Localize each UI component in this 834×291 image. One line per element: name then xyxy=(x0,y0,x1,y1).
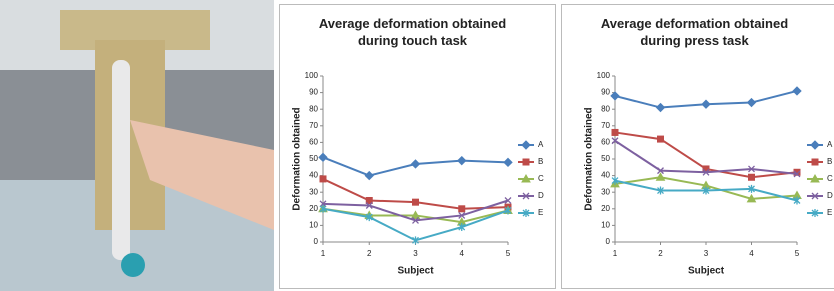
legend-marker xyxy=(523,159,529,165)
marker xyxy=(702,100,710,108)
marker xyxy=(365,172,373,180)
x-tick-label: 4 xyxy=(749,249,754,258)
legend-label: E xyxy=(827,208,832,217)
x-axis-label: Subject xyxy=(397,266,434,277)
marker xyxy=(749,174,755,180)
marker xyxy=(658,136,664,142)
chart-panel: Average deformation obtained during touc… xyxy=(279,4,556,289)
marker xyxy=(458,157,466,165)
y-tick-label: 10 xyxy=(309,221,318,230)
marker xyxy=(459,206,465,212)
legend-label: C xyxy=(827,174,833,183)
y-axis-label: Deformation obtained xyxy=(584,107,595,210)
plot: 0 10 20 30 40 50 60 70 80 90 100 1 2 3 4 5 Subject Deform… xyxy=(280,5,556,288)
photo xyxy=(0,0,274,291)
x-tick-label: 5 xyxy=(795,249,800,258)
y-tick-label: 100 xyxy=(305,71,319,80)
photo-ball xyxy=(121,253,145,277)
y-tick-label: 60 xyxy=(309,138,318,147)
y-tick-label: 20 xyxy=(601,204,610,213)
y-tick-label: 0 xyxy=(606,237,611,246)
legend-marker xyxy=(811,141,819,149)
legend-marker xyxy=(522,141,530,149)
chart-panel: Average deformation obtained during pres… xyxy=(561,4,834,289)
marker xyxy=(793,87,801,95)
y-tick-label: 50 xyxy=(601,154,610,163)
marker xyxy=(412,160,420,168)
x-tick-label: 4 xyxy=(460,249,465,258)
y-tick-label: 70 xyxy=(601,121,610,130)
legend-label: A xyxy=(538,140,544,149)
y-tick-label: 60 xyxy=(601,138,610,147)
legend-label: B xyxy=(538,157,543,166)
y-tick-label: 80 xyxy=(309,104,318,113)
y-tick-label: 70 xyxy=(309,121,318,130)
x-tick-label: 3 xyxy=(704,249,709,258)
y-tick-label: 30 xyxy=(601,187,610,196)
y-tick-label: 20 xyxy=(309,204,318,213)
legend-label: B xyxy=(827,157,832,166)
y-tick-label: 0 xyxy=(314,237,319,246)
y-tick-label: 90 xyxy=(601,88,610,97)
y-axis-label: Deformation obtained xyxy=(292,107,303,210)
y-tick-label: 100 xyxy=(597,71,611,80)
marker xyxy=(748,99,756,107)
legend-label: C xyxy=(538,174,544,183)
legend-label: E xyxy=(538,208,543,217)
legend-marker xyxy=(812,159,818,165)
legend-label: D xyxy=(538,191,544,200)
legend-label: D xyxy=(827,191,833,200)
x-tick-label: 5 xyxy=(506,249,511,258)
x-tick-label: 1 xyxy=(613,249,618,258)
marker xyxy=(504,158,512,166)
marker xyxy=(612,129,618,135)
marker xyxy=(413,199,419,205)
x-axis-label: Subject xyxy=(688,266,725,277)
x-tick-label: 2 xyxy=(658,249,663,258)
marker xyxy=(657,104,665,112)
y-tick-label: 90 xyxy=(309,88,318,97)
marker xyxy=(611,92,619,100)
page: Average deformation obtained during touc… xyxy=(0,0,834,291)
y-tick-label: 40 xyxy=(309,171,318,180)
plot: 0 10 20 30 40 50 60 70 80 90 100 1 2 3 4 5 Subject Deform… xyxy=(562,5,834,288)
x-tick-label: 3 xyxy=(413,249,418,258)
x-tick-label: 1 xyxy=(321,249,326,258)
y-tick-label: 10 xyxy=(601,221,610,230)
y-tick-label: 40 xyxy=(601,171,610,180)
y-tick-label: 80 xyxy=(601,104,610,113)
y-tick-label: 30 xyxy=(309,187,318,196)
photo-probe xyxy=(112,60,130,260)
legend-label: A xyxy=(827,140,833,149)
y-tick-label: 50 xyxy=(309,154,318,163)
marker xyxy=(320,176,326,182)
x-tick-label: 2 xyxy=(367,249,372,258)
marker xyxy=(319,153,327,161)
